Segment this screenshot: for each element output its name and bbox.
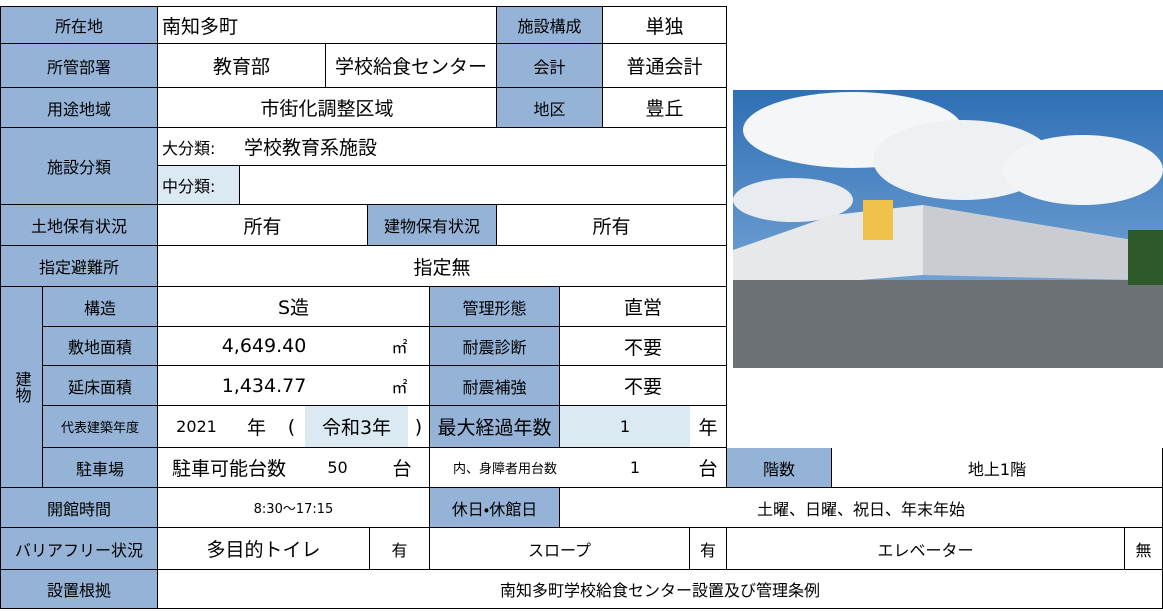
table-cell: 中分類: (158, 166, 240, 205)
table-cell: 所管部署 (0, 44, 158, 88)
table-cell: 多目的トイレ (158, 528, 370, 570)
table-cell: 最大経過年数 (430, 406, 560, 448)
table-cell: 会計 (497, 44, 603, 88)
table-cell: 学校教育系施設 (240, 128, 727, 166)
table-cell: 駐車場 (43, 448, 158, 488)
empty-cell (240, 166, 727, 205)
table-cell: 大分類: (158, 128, 240, 166)
table-cell: 開館時間 (0, 488, 158, 528)
table-cell: 有 (370, 528, 430, 570)
table-cell: 土曜、日曜、祝日、年末年始 (560, 488, 1163, 528)
table-cell: 建物 (0, 287, 43, 488)
table-cell: 用途地域 (0, 88, 158, 128)
table-cell: ㎡ (370, 327, 430, 366)
table-cell: 直営 (560, 287, 727, 327)
table-cell: 普通会計 (603, 44, 727, 88)
table-cell: 令和3年 (305, 406, 408, 448)
table-cell: 2021 (158, 406, 235, 448)
table-cell: 地区 (497, 88, 603, 128)
table-cell: 1 (560, 406, 690, 448)
table-cell: 台 (690, 448, 727, 488)
table-cell: 内、身障者用台数 (430, 448, 580, 488)
table-cell: 地上1階 (832, 448, 1163, 488)
table-cell: 代表建築年度 (43, 406, 158, 448)
table-cell: 施設分類 (0, 128, 158, 205)
table-cell: 駐車可能台数 (158, 448, 300, 488)
table-cell: 建物保有状況 (368, 205, 497, 246)
table-cell: ) (408, 406, 430, 448)
table-cell: 無 (1125, 528, 1163, 570)
table-cell: 耐震診断 (430, 327, 560, 366)
table-cell: 不要 (560, 327, 727, 366)
table-cell: 年 (690, 406, 727, 448)
table-cell: 所有 (497, 205, 727, 246)
table-cell: 年 (235, 406, 278, 448)
table-cell: 学校給食センター (326, 44, 497, 88)
table-cell: 土地保有状況 (0, 205, 158, 246)
table-cell: 管理形態 (430, 287, 560, 327)
table-cell: 休日・休館日 (430, 488, 560, 528)
table-cell: 施設構成 (497, 6, 603, 44)
table-cell: 1 (580, 448, 690, 488)
table-cell: 南知多町 (158, 6, 497, 44)
table-cell: エレベーター (727, 528, 1125, 570)
table-cell: 豊丘 (603, 88, 727, 128)
table-cell: 南知多町学校給食センター設置及び管理条例 (158, 570, 1163, 609)
table-cell: 台 (375, 448, 430, 488)
table-cell: 1,434.77 (158, 366, 370, 406)
table-cell: 所在地 (0, 6, 158, 44)
facility-photo (733, 90, 1163, 368)
table-cell: 敷地面積 (43, 327, 158, 366)
table-cell: 設置根拠 (0, 570, 158, 609)
table-cell: 4,649.40 (158, 327, 370, 366)
table-cell: 耐震補強 (430, 366, 560, 406)
table-cell: 単独 (603, 6, 727, 44)
table-cell: 50 (300, 448, 375, 488)
table-cell: バリアフリー状況 (0, 528, 158, 570)
table-cell: 指定無 (158, 246, 727, 287)
table-cell: 不要 (560, 366, 727, 406)
table-cell: 延床面積 (43, 366, 158, 406)
table-cell: 構造 (43, 287, 158, 327)
table-cell: ( (278, 406, 305, 448)
table-cell: S造 (158, 287, 430, 327)
table-cell: 指定避難所 (0, 246, 158, 287)
table-cell: 8:30〜17:15 (158, 488, 430, 528)
table-cell: 教育部 (158, 44, 326, 88)
table-cell: ㎡ (370, 366, 430, 406)
table-cell: 市街化調整区域 (158, 88, 497, 128)
table-cell: 所有 (158, 205, 368, 246)
table-cell: スロープ (430, 528, 690, 570)
table-cell: 階数 (727, 448, 832, 488)
table-cell: 有 (690, 528, 727, 570)
